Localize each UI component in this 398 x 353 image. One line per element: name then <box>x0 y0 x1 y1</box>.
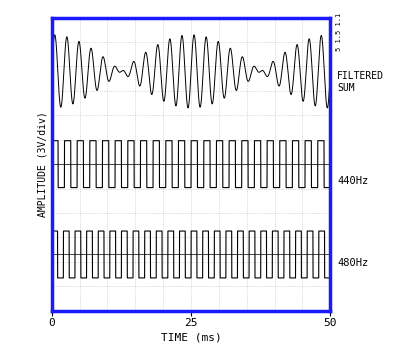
Y-axis label: AMPLITUDE (3V/div): AMPLITUDE (3V/div) <box>37 111 48 217</box>
Text: 5 1.5 1.1: 5 1.5 1.1 <box>336 12 342 50</box>
Text: 440Hz: 440Hz <box>337 176 369 186</box>
X-axis label: TIME (ms): TIME (ms) <box>161 333 221 342</box>
Text: 480Hz: 480Hz <box>337 258 369 268</box>
Text: FILTERED
SUM: FILTERED SUM <box>337 71 384 93</box>
